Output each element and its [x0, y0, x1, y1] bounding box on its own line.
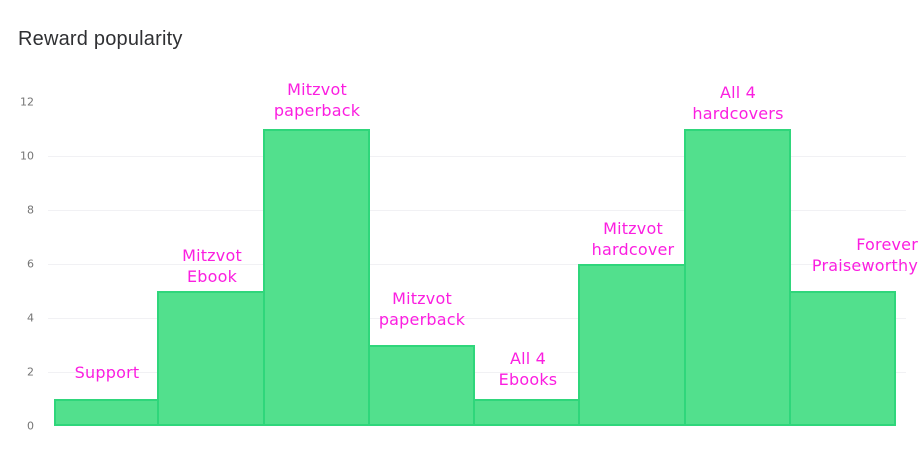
bar-label-line: All 4 — [719, 83, 757, 102]
bar-label-line: hardcovers — [692, 104, 784, 123]
y-axis-tick-label: 8 — [27, 203, 34, 217]
bar-label-mitzvot-ebook: Mitzvot Ebook — [137, 245, 287, 287]
bar-label-line: Mitzvot — [287, 80, 347, 99]
bar-label-mitzvot-paperback: Mitzvot paperback — [242, 79, 392, 121]
bar-label-mitzvot-paperback: Mitzvot paperback — [347, 288, 497, 330]
bar-label-line: Forever — [856, 235, 918, 254]
y-axis-tick-label: 10 — [20, 149, 34, 163]
y-axis-tick-label: 2 — [27, 365, 34, 379]
bar-label-line: Mitzvot — [392, 289, 452, 308]
gridline-y-6 — [48, 264, 906, 265]
bar-label-line: Praiseworthy — [811, 256, 918, 275]
bar-label-forever-praiseworthy: Forever Praiseworthy — [748, 234, 918, 276]
bar-label-all-4-hardcovers: All 4 hardcovers — [663, 82, 813, 124]
bar-label-line: All 4 — [509, 349, 547, 368]
bar-label-line: Support — [74, 363, 140, 382]
bar-forever-praiseworthy — [789, 291, 896, 426]
bar-label-support: Support — [32, 362, 182, 383]
bar-label-mitzvot-hardcover: Mitzvot hardcover — [558, 218, 708, 260]
bar-mitzvot-hardcover — [578, 264, 686, 426]
gridline-y-10 — [48, 156, 906, 157]
bar-label-line: hardcover — [591, 240, 675, 259]
bar-label-line: Ebooks — [498, 370, 558, 389]
bar-label-line: paperback — [378, 310, 466, 329]
bar-all-4-ebooks — [473, 399, 580, 426]
chart-title: Reward popularity — [18, 28, 183, 50]
gridline-y-4 — [48, 318, 906, 319]
bar-mitzvot-ebook — [157, 291, 265, 426]
gridline-y-8 — [48, 210, 906, 211]
y-axis-tick-label: 12 — [20, 95, 34, 109]
y-axis-tick-label: 6 — [27, 257, 34, 271]
bar-label-all-4-ebooks: All 4 Ebooks — [453, 348, 603, 390]
bar-label-line: Mitzvot — [603, 219, 663, 238]
bar-label-line: Mitzvot — [182, 246, 242, 265]
y-axis-tick-label: 4 — [27, 311, 34, 325]
bar-support — [54, 399, 159, 426]
bar-label-line: Ebook — [186, 267, 238, 286]
bar-all-4-hardcovers — [684, 129, 791, 426]
y-axis-tick-label: 0 — [27, 419, 34, 433]
bar-label-line: paperback — [273, 101, 361, 120]
bar-mitzvot-paperback — [368, 345, 475, 426]
gridline-y-2 — [48, 372, 906, 373]
bar-mitzvot-paperback — [263, 129, 370, 426]
